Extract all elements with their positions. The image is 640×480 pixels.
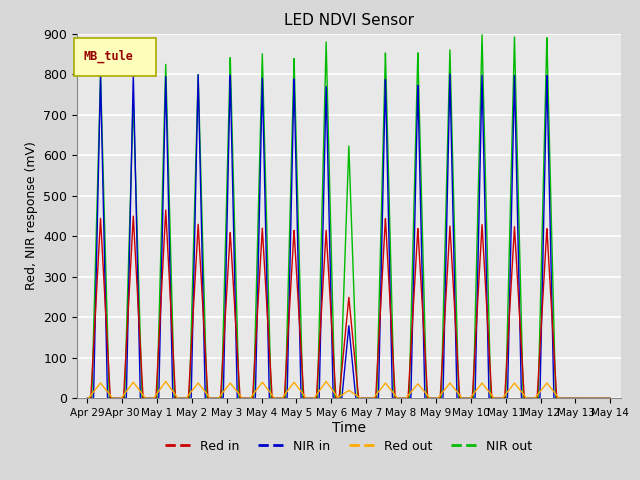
- NIR in: [393, 396, 401, 401]
- Red in: [83, 396, 91, 401]
- NIR in: [83, 396, 91, 401]
- NIR in: [273, 396, 280, 401]
- Red in: [499, 396, 507, 401]
- NIR in: [446, 72, 454, 77]
- NIR in: [416, 160, 424, 166]
- NIR out: [416, 118, 424, 124]
- Red out: [416, 383, 424, 389]
- NIR in: [109, 396, 117, 401]
- Red out: [323, 379, 330, 384]
- NIR in: [607, 396, 614, 401]
- NIR in: [471, 392, 479, 398]
- Y-axis label: Red, NIR response (mV): Red, NIR response (mV): [24, 142, 38, 290]
- Red in: [162, 207, 170, 213]
- NIR in: [499, 396, 507, 401]
- Red in: [471, 345, 479, 350]
- NIR out: [478, 32, 486, 37]
- NIR out: [109, 396, 117, 401]
- Line: Red in: Red in: [87, 210, 611, 398]
- Line: Red out: Red out: [87, 382, 611, 398]
- Red in: [607, 396, 614, 401]
- NIR out: [471, 323, 479, 328]
- Red in: [393, 396, 401, 401]
- Red in: [416, 257, 424, 263]
- Red in: [109, 396, 117, 401]
- Legend: Red in, NIR in, Red out, NIR out: Red in, NIR in, Red out, NIR out: [160, 435, 538, 458]
- NIR out: [273, 396, 280, 401]
- X-axis label: Time: Time: [332, 421, 366, 435]
- Red out: [83, 396, 91, 401]
- NIR out: [393, 396, 401, 401]
- Title: LED NDVI Sensor: LED NDVI Sensor: [284, 13, 414, 28]
- Red out: [109, 396, 117, 401]
- NIR out: [499, 396, 507, 401]
- FancyBboxPatch shape: [74, 38, 156, 75]
- NIR out: [83, 396, 91, 401]
- Red out: [393, 395, 401, 400]
- Red out: [607, 396, 614, 401]
- Text: MB_tule: MB_tule: [83, 50, 133, 63]
- NIR out: [607, 396, 614, 401]
- Red in: [273, 396, 280, 401]
- Red out: [499, 395, 507, 400]
- Line: NIR in: NIR in: [87, 74, 611, 398]
- Red out: [273, 396, 280, 401]
- Line: NIR out: NIR out: [87, 35, 611, 398]
- Red out: [471, 389, 479, 395]
